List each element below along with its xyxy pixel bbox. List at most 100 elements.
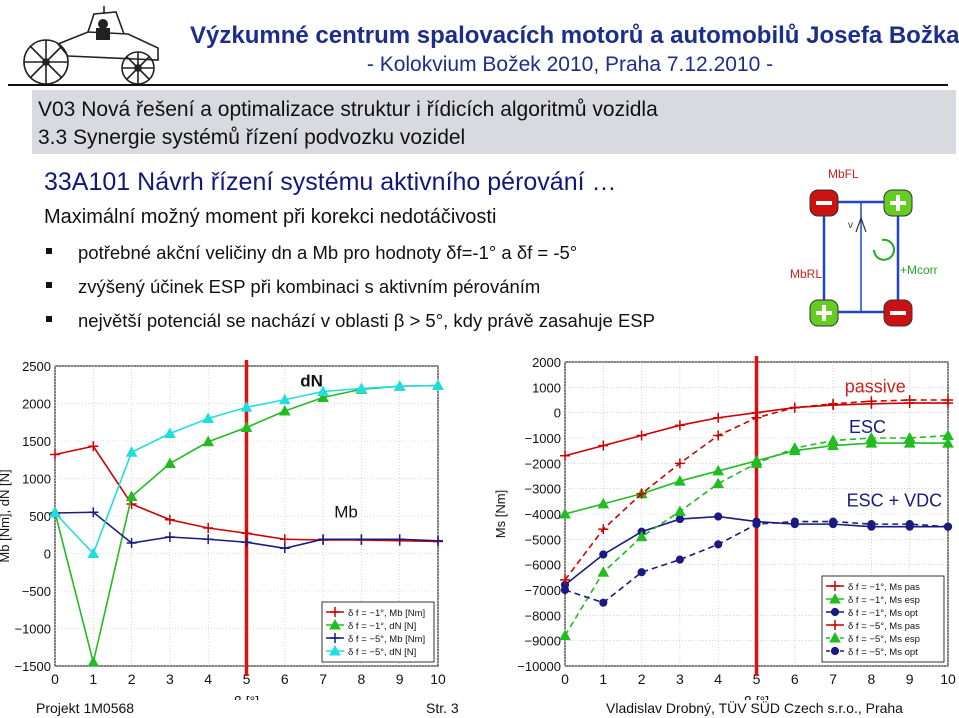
bullet-text: zvýšený účinek ESP při kombinaci s aktiv… xyxy=(78,276,541,297)
data-point xyxy=(318,534,329,545)
legend-marker xyxy=(829,592,841,604)
x-tick-label: 5 xyxy=(243,671,251,687)
data-point xyxy=(240,401,253,412)
x-tick-label: 4 xyxy=(714,671,722,687)
data-point xyxy=(203,534,214,545)
data-point xyxy=(636,430,647,441)
data-point xyxy=(828,398,839,409)
data-point xyxy=(867,520,876,529)
legend-marker xyxy=(830,607,840,617)
section-line-2: 3.3 Synergie systémů řízení podvozku voz… xyxy=(38,126,466,149)
y-tick-label: 2500 xyxy=(22,359,51,374)
data-point xyxy=(829,517,838,526)
bullet-item: největší potenciál se nachází v oblasti … xyxy=(46,310,655,332)
data-point xyxy=(164,514,175,525)
x-axis-label: β [°] xyxy=(234,693,259,700)
wheel-front-right-plus-icon xyxy=(883,189,913,217)
legend-marker xyxy=(330,633,340,643)
data-point xyxy=(560,574,570,585)
data-point xyxy=(788,442,801,453)
data-point xyxy=(905,520,914,529)
x-tick-label: 8 xyxy=(358,671,366,687)
series--f-5-ms-opt xyxy=(560,517,953,607)
slide-title: 33A101 Návrh řízení systému aktivního pé… xyxy=(44,168,617,196)
y-tick-label: −1000 xyxy=(524,431,561,446)
velocity-arrow-icon xyxy=(855,216,867,233)
data-point xyxy=(164,532,175,542)
x-tick-label: 1 xyxy=(89,671,97,687)
footer-author: Vladislav Drobný, TÜV SÜD Czech s.r.o., … xyxy=(606,700,903,716)
legend: δ f = −1°, Ms pas δ f = −1°, Ms esp δ f = … xyxy=(821,575,945,663)
data-point xyxy=(598,524,609,535)
y-tick-label: −6000 xyxy=(524,558,561,573)
legend-label: δ f = −5°, dN [N] xyxy=(348,647,416,658)
data-point xyxy=(712,477,725,489)
series--f-5-dn-n- xyxy=(49,379,444,558)
x-tick-label: 3 xyxy=(166,671,174,687)
data-point xyxy=(942,437,954,448)
x-tick-label: 10 xyxy=(940,671,956,687)
data-point xyxy=(675,555,684,564)
y-tick-label: −8000 xyxy=(524,608,561,623)
wheel-front-left-minus-icon xyxy=(809,189,839,217)
y-tick-label: −1000 xyxy=(14,622,51,637)
y-tick-label: 2000 xyxy=(532,355,561,370)
data-point xyxy=(559,629,571,641)
label-mbrl: MbRL xyxy=(790,267,822,281)
data-point xyxy=(87,656,100,667)
header-divider xyxy=(8,84,948,86)
data-point xyxy=(903,431,916,443)
chart-annotation: ESC xyxy=(849,417,886,437)
label-mcorr: +Mcorr xyxy=(900,263,938,277)
x-tick-label: 9 xyxy=(906,671,914,687)
x-tick-label: 3 xyxy=(676,671,684,687)
x-axis-label: β [°] xyxy=(744,693,769,700)
data-point xyxy=(599,598,608,607)
bullet-item: zvýšený účinek ESP při kombinaci s aktiv… xyxy=(46,276,540,298)
data-point xyxy=(278,393,291,405)
label-mbfl: MbFL xyxy=(828,167,859,181)
bullet-square-icon xyxy=(46,248,52,255)
slide-subtitle: Maximální možný moment při korekci nedot… xyxy=(44,206,497,228)
y-tick-label: −2000 xyxy=(524,456,561,471)
data-point xyxy=(866,396,877,407)
legend-label: δ f = −1°, Ms esp xyxy=(848,595,920,606)
data-point xyxy=(599,550,608,559)
legend-marker xyxy=(329,618,341,630)
legend-label: δ f = −5°, Ms pas xyxy=(848,621,920,632)
y-axis-label: Ms [Nm] xyxy=(493,490,508,538)
data-point xyxy=(675,514,684,524)
data-point xyxy=(790,517,799,526)
wheel-rear-left-plus-icon xyxy=(809,299,839,327)
y-tick-label: −9000 xyxy=(524,634,561,649)
label-velocity: v xyxy=(848,220,853,231)
rotation-arrow-icon xyxy=(873,238,895,261)
data-point xyxy=(674,475,686,486)
legend-label: δ f = −5°, Ms opt xyxy=(848,647,918,658)
legend-label: δ f = −1°, dN [N] xyxy=(348,621,416,632)
footer-project: Projekt 1M0568 xyxy=(36,700,135,716)
header-title: Výzkumné centrum spalovacích motorů a au… xyxy=(190,22,959,49)
vehicle-moment-diagram: MbFL MbRL +Mcorr v xyxy=(790,167,938,327)
chart-annotation: dN xyxy=(300,371,323,390)
chart-annotation: Mb xyxy=(334,503,358,522)
data-point xyxy=(598,440,609,451)
data-point xyxy=(279,534,290,545)
data-point xyxy=(356,534,367,545)
wheel-rear-right-minus-icon xyxy=(883,299,913,327)
legend-box xyxy=(821,575,945,663)
data-point xyxy=(393,380,406,391)
x-tick-label: 4 xyxy=(204,671,212,687)
data-point xyxy=(125,446,138,457)
data-point xyxy=(50,449,60,460)
data-point xyxy=(674,505,686,516)
data-point xyxy=(712,464,725,476)
data-point xyxy=(635,530,648,542)
y-tick-label: −10000 xyxy=(517,659,561,674)
data-point xyxy=(903,437,916,448)
data-point xyxy=(674,458,685,469)
bullet-item: potřebné akční veličiny dn a Mb pro hodn… xyxy=(46,242,577,264)
legend-marker xyxy=(830,646,840,656)
legend-label: δ f = −1°, Ms pas xyxy=(848,582,920,593)
data-point xyxy=(432,379,444,390)
